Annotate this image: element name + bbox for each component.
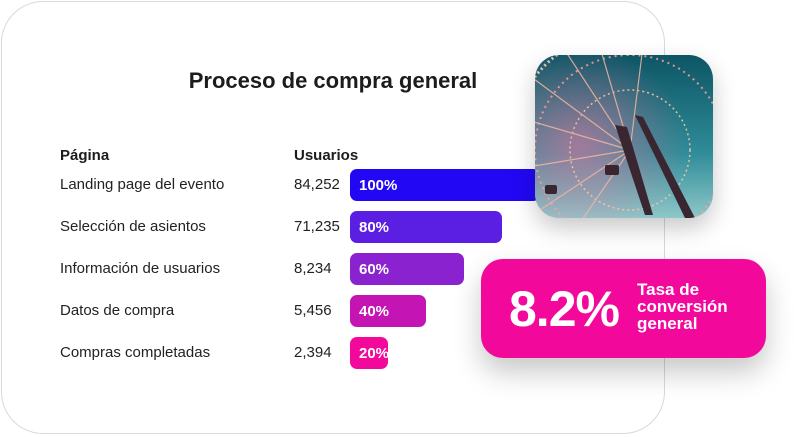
conversion-rate-badge: 8.2% Tasa de conversión general bbox=[481, 259, 766, 358]
conversion-label-line-1: Tasa de bbox=[637, 280, 700, 299]
bar-percent-label: 100% bbox=[359, 177, 397, 194]
chart-title: Proceso de compra general bbox=[188, 68, 478, 93]
row-label: Selección de asientos bbox=[60, 218, 206, 235]
bar-percent-label: 20% bbox=[359, 345, 389, 362]
row-label: Datos de compra bbox=[60, 302, 175, 319]
row-label: Compras completadas bbox=[60, 344, 211, 361]
funnel-bar bbox=[350, 253, 464, 285]
funnel-bar bbox=[350, 169, 540, 201]
conversion-label-line-3: general bbox=[637, 314, 698, 333]
conversion-label-line-2: conversión bbox=[637, 297, 728, 316]
row-label: Landing page del evento bbox=[60, 176, 225, 193]
conversion-rate-label: Tasa de conversión general bbox=[637, 281, 757, 332]
bar-percent-label: 60% bbox=[359, 261, 389, 278]
column-header-page: Página bbox=[60, 147, 110, 164]
row-users-value: 71,235 bbox=[294, 218, 340, 235]
row-users-value: 5,456 bbox=[294, 302, 332, 319]
row-label: Información de usuarios bbox=[60, 260, 221, 277]
conversion-rate-value: 8.2% bbox=[509, 281, 620, 337]
row-users-value: 8,234 bbox=[294, 260, 332, 277]
row-users-value: 2,394 bbox=[294, 344, 332, 361]
funnel-bar bbox=[350, 337, 388, 369]
bar-percent-label: 40% bbox=[359, 303, 389, 320]
ferris-wheel-photo bbox=[535, 55, 713, 218]
funnel-bar bbox=[350, 211, 502, 243]
bar-percent-label: 80% bbox=[359, 219, 389, 236]
column-header-users: Usuarios bbox=[294, 147, 359, 164]
funnel-bar bbox=[350, 295, 426, 327]
row-users-value: 84,252 bbox=[294, 176, 340, 193]
